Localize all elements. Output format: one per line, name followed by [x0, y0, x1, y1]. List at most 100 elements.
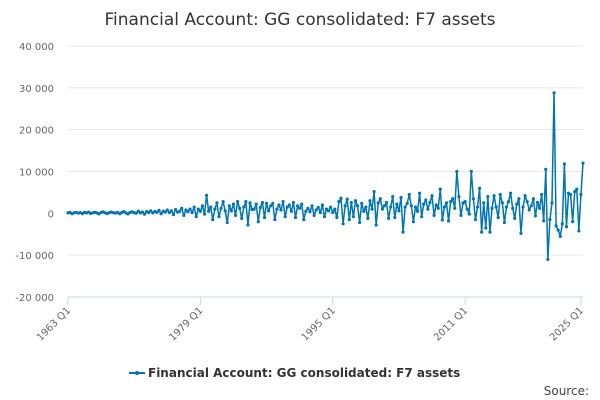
data-point[interactable] — [451, 197, 455, 201]
data-point[interactable] — [229, 209, 233, 213]
data-point[interactable] — [562, 162, 566, 166]
data-point[interactable] — [227, 204, 231, 208]
data-point[interactable] — [300, 202, 304, 206]
data-point[interactable] — [413, 205, 418, 209]
data-point[interactable] — [486, 195, 490, 199]
data-point[interactable] — [525, 200, 529, 204]
data-point[interactable] — [335, 215, 339, 220]
data-point[interactable] — [320, 203, 324, 207]
data-point[interactable] — [558, 234, 562, 238]
data-point[interactable] — [556, 228, 560, 232]
data-point[interactable] — [488, 230, 492, 234]
data-point[interactable] — [231, 202, 236, 206]
data-point[interactable] — [477, 186, 482, 190]
data-point[interactable] — [204, 193, 209, 197]
data-point[interactable] — [444, 201, 449, 205]
data-point[interactable] — [314, 208, 318, 212]
data-point[interactable] — [310, 204, 314, 208]
data-point[interactable] — [298, 206, 302, 210]
data-point[interactable] — [560, 222, 564, 226]
data-point[interactable] — [362, 209, 366, 213]
data-point[interactable] — [533, 214, 538, 218]
data-point[interactable] — [343, 204, 347, 208]
data-point[interactable] — [329, 205, 333, 209]
data-point[interactable] — [523, 194, 527, 198]
data-point[interactable] — [246, 223, 250, 227]
data-point[interactable] — [496, 215, 500, 220]
data-point[interactable] — [213, 207, 217, 211]
data-point[interactable] — [426, 207, 430, 211]
data-point[interactable] — [502, 220, 507, 225]
data-point[interactable] — [171, 212, 176, 217]
data-point[interactable] — [149, 209, 153, 213]
data-point[interactable] — [391, 195, 395, 199]
data-point[interactable] — [306, 206, 310, 210]
data-point[interactable] — [409, 204, 413, 208]
data-point[interactable] — [422, 202, 426, 206]
data-point[interactable] — [312, 213, 316, 218]
data-point[interactable] — [463, 200, 467, 204]
data-point[interactable] — [453, 206, 457, 210]
data-point[interactable] — [430, 194, 434, 198]
data-point[interactable] — [304, 209, 308, 213]
data-point[interactable] — [475, 205, 480, 209]
data-point[interactable] — [438, 187, 442, 191]
data-point[interactable] — [275, 207, 279, 211]
data-point[interactable] — [554, 224, 558, 228]
data-point[interactable] — [134, 211, 138, 215]
data-point[interactable] — [225, 220, 229, 225]
data-point[interactable] — [159, 212, 163, 216]
data-point[interactable] — [209, 205, 213, 209]
data-point[interactable] — [155, 210, 159, 214]
data-point[interactable] — [287, 203, 291, 207]
data-point[interactable] — [308, 210, 312, 214]
data-point[interactable] — [465, 207, 469, 211]
data-point[interactable] — [546, 257, 550, 261]
data-point[interactable] — [337, 200, 341, 204]
data-point[interactable] — [550, 201, 554, 205]
data-point[interactable] — [190, 210, 194, 215]
data-point[interactable] — [271, 201, 275, 205]
data-point[interactable] — [529, 204, 533, 208]
data-point[interactable] — [233, 213, 238, 218]
data-point[interactable] — [327, 209, 331, 213]
data-point[interactable] — [519, 231, 523, 236]
data-point[interactable] — [169, 209, 174, 213]
data-point[interactable] — [420, 215, 424, 219]
data-point[interactable] — [198, 209, 202, 213]
data-point[interactable] — [393, 215, 397, 220]
data-point[interactable] — [455, 169, 459, 174]
data-point[interactable] — [217, 215, 221, 219]
data-point[interactable] — [188, 207, 192, 211]
data-point[interactable] — [482, 201, 486, 205]
data-point[interactable] — [267, 209, 271, 213]
data-point[interactable] — [407, 192, 411, 197]
data-point[interactable] — [215, 201, 219, 205]
data-point[interactable] — [318, 210, 322, 215]
data-point[interactable] — [389, 205, 393, 209]
data-point[interactable] — [370, 207, 374, 211]
data-point[interactable] — [281, 200, 285, 204]
data-point[interactable] — [221, 200, 225, 204]
data-point[interactable] — [347, 218, 351, 222]
data-point[interactable] — [575, 187, 579, 191]
data-point[interactable] — [564, 225, 569, 229]
data-point[interactable] — [436, 206, 440, 210]
data-point[interactable] — [372, 189, 376, 194]
data-point[interactable] — [260, 200, 265, 205]
data-point[interactable] — [415, 209, 420, 213]
data-point[interactable] — [331, 210, 335, 215]
data-point[interactable] — [364, 205, 368, 209]
data-point[interactable] — [207, 209, 211, 213]
data-point[interactable] — [264, 201, 269, 205]
data-point[interactable] — [242, 205, 246, 209]
data-point[interactable] — [494, 205, 498, 209]
data-point[interactable] — [180, 206, 184, 210]
data-point[interactable] — [517, 197, 521, 201]
data-point[interactable] — [581, 161, 585, 165]
data-point[interactable] — [238, 206, 242, 210]
data-point[interactable] — [358, 220, 362, 225]
data-point[interactable] — [289, 209, 293, 213]
data-point[interactable] — [434, 203, 438, 207]
data-point[interactable] — [302, 218, 306, 222]
